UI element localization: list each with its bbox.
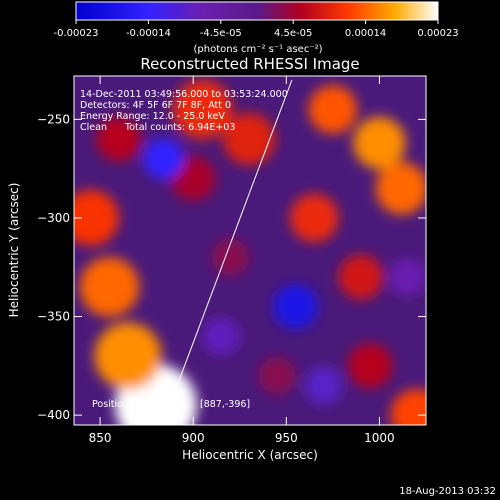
- colorbar-tick-label: 0.00014: [345, 28, 386, 39]
- y-tick-label: −350: [37, 310, 70, 324]
- x-tick-label: 1000: [364, 431, 395, 445]
- heatmap-blob: [172, 79, 233, 140]
- heatmap-blob: [170, 156, 216, 201]
- colorbar-tick-label: -4.5e-05: [200, 28, 242, 39]
- heatmap-blob: [347, 343, 393, 389]
- colorbar-unit-label: (photons cm⁻² s⁻¹ asec⁻²): [193, 44, 322, 55]
- heatmap-blob: [273, 284, 318, 330]
- x-tick-label: 850: [89, 431, 112, 445]
- heatmap-blob: [338, 254, 384, 300]
- plot-area: [74, 76, 426, 425]
- heatmap-blobs: [74, 79, 426, 425]
- heatmap-blob: [74, 190, 119, 246]
- heatmap-blob: [304, 366, 343, 405]
- colorbar-gradient: [75, 1, 439, 21]
- heatmap-blob: [388, 258, 426, 296]
- colorbar-ticks: -0.00023 -0.00014 -4.5e-05 4.5e-05 0.00014 0.…: [54, 20, 459, 39]
- annotation-block: 14-Dec-2011 03:49:56.000 to 03:53:24.000…: [80, 89, 288, 133]
- annotation-detectors: Detectors: 4F 5F 6F 7F 8F, Att 0: [80, 100, 231, 111]
- x-axis-label: Heliocentric X (arcsec): [182, 448, 318, 462]
- y-axis-ticks: −250 −300 −350 −400: [37, 112, 426, 422]
- heatmap-blob: [94, 322, 162, 390]
- heatmap-blob: [222, 113, 276, 166]
- colorbar-tick-label: 4.5e-05: [274, 28, 312, 39]
- annotation-counts: Total counts: 6.94E+03: [124, 122, 235, 133]
- y-axis-label: Heliocentric Y (arcsec): [7, 183, 21, 318]
- colorbar-tick-label: -0.00023: [54, 28, 99, 39]
- heatmap-blob: [211, 238, 250, 277]
- heatmap-blob: [290, 193, 339, 243]
- heatmap-blob: [258, 357, 296, 395]
- heatmap-blob: [308, 85, 358, 134]
- heatmap-blob: [79, 257, 140, 317]
- annotation-energy: Energy Range: 12.0 - 25.0 keV: [80, 111, 225, 122]
- solar-limb-line: [168, 79, 293, 408]
- x-axis-ticks: 850 900 950 1000: [89, 76, 395, 445]
- plot-frame: [73, 75, 427, 426]
- colorbar: -0.00023 -0.00014 -4.5e-05 4.5e-05 0.00014 0.…: [54, 1, 459, 55]
- y-tick-label: −400: [37, 408, 70, 422]
- x-tick-label: 950: [275, 431, 298, 445]
- y-tick-label: −250: [37, 112, 70, 126]
- position-label: Position of: [92, 399, 142, 410]
- heatmap-blob: [202, 317, 240, 355]
- colorbar-tick-label: 0.00023: [417, 28, 458, 39]
- position-value: [887,-396]: [200, 399, 250, 410]
- annotation-clean: Clean: [80, 122, 107, 133]
- chart-title: Reconstructed RHESSI Image: [140, 55, 359, 73]
- y-tick-label: −300: [37, 211, 70, 225]
- heatmap-blob: [142, 138, 184, 180]
- x-tick-label: 900: [182, 431, 205, 445]
- heatmap-blob: [390, 389, 426, 425]
- annotation-time: 14-Dec-2011 03:49:56.000 to 03:53:24.000: [80, 89, 288, 100]
- heatmap-blob: [375, 162, 426, 215]
- heatmap-blob: [353, 116, 406, 170]
- heatmap-blob: [96, 116, 142, 162]
- footer-timestamp: 18-Aug-2013 03:32: [399, 486, 496, 497]
- colorbar-tick-label: -0.00014: [126, 28, 171, 39]
